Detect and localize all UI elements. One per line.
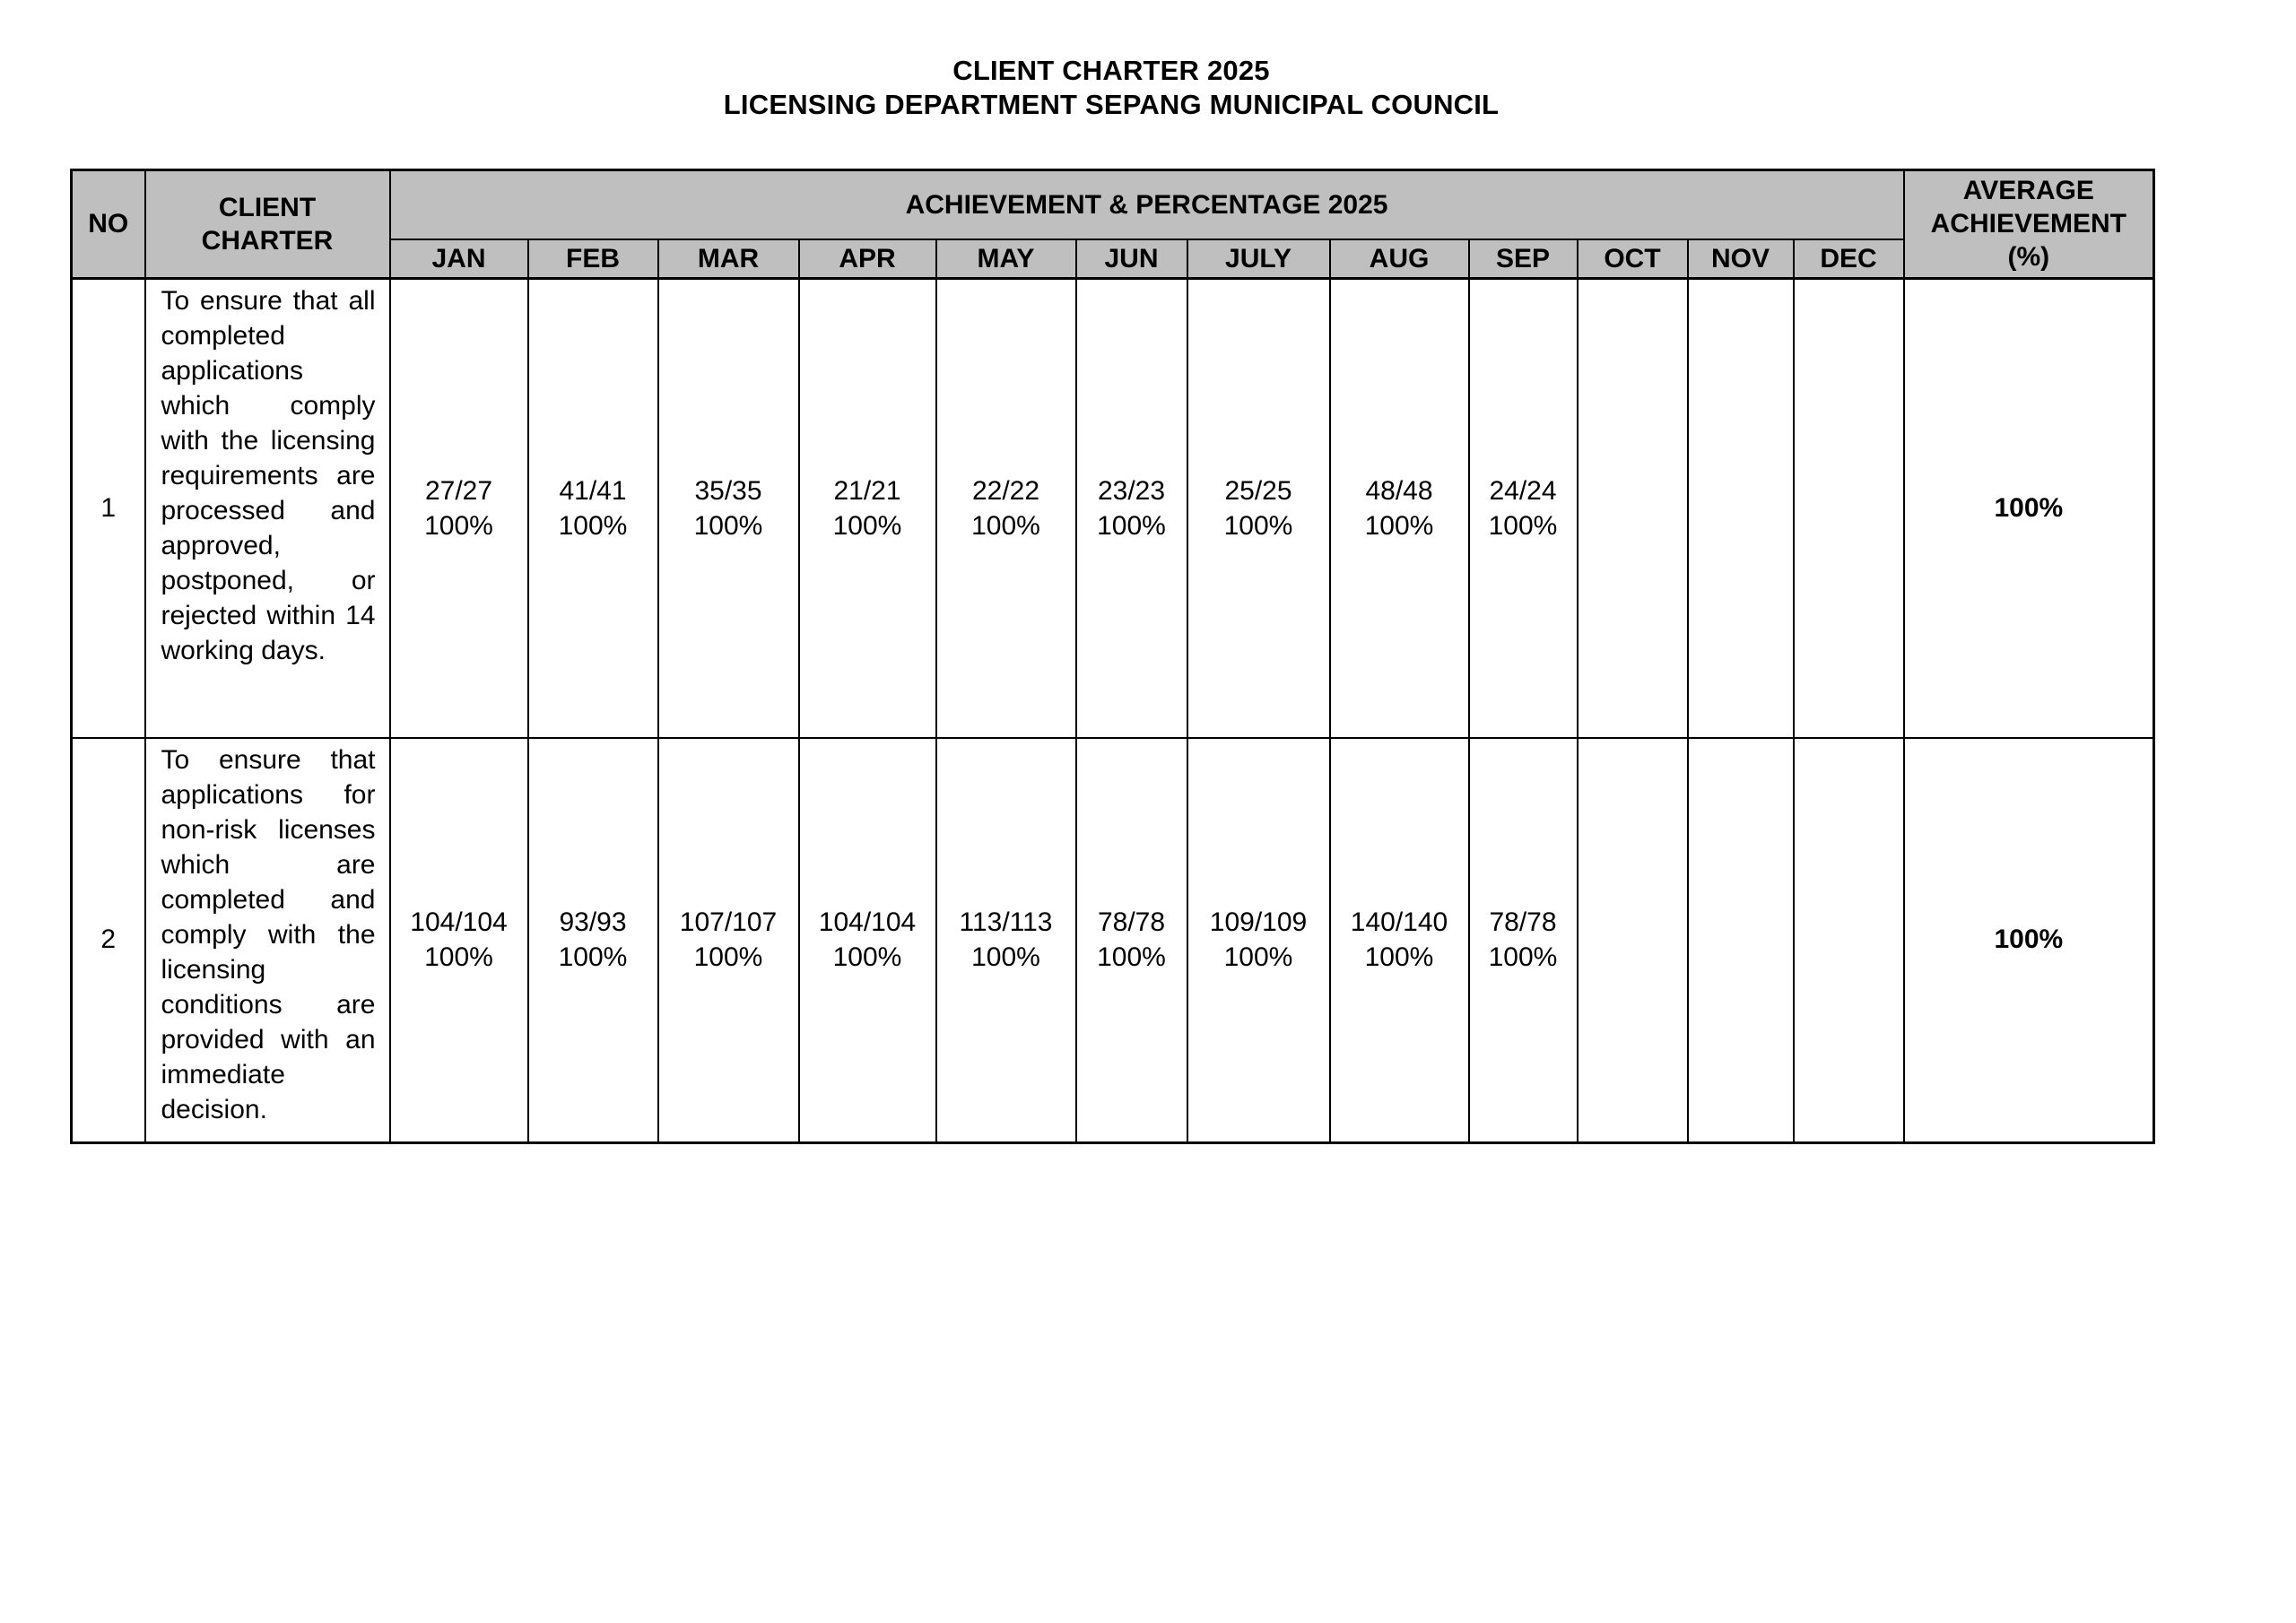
month-percent: 100% — [558, 510, 628, 541]
month-ratio: 107/107 — [679, 907, 778, 938]
month-ratio: 25/25 — [1224, 475, 1292, 506]
month-value-cell-july: 109/109 100% — [1186, 737, 1331, 1143]
month-value-cell-jun: 23/23 100% — [1074, 277, 1188, 739]
col-header-no: NO — [70, 169, 146, 280]
month-value-cell-aug: 48/48 100% — [1328, 277, 1470, 739]
month-value-cell-mar: 35/35 100% — [657, 277, 800, 739]
col-header-month-july: JULY — [1186, 238, 1331, 280]
col-header-month-sep: SEP — [1467, 238, 1578, 280]
month-ratio: 113/113 — [959, 907, 1053, 938]
col-header-month-apr: APR — [797, 238, 937, 280]
month-ratio: 27/27 — [424, 475, 493, 506]
month-value-cell-nov — [1686, 737, 1795, 1143]
month-ratio: 104/104 — [818, 907, 917, 938]
month-value-cell-jan: 104/104 100% — [388, 737, 529, 1143]
month-ratio: 41/41 — [559, 475, 627, 506]
month-percent: 100% — [1223, 942, 1293, 973]
col-header-month-mar: MAR — [657, 238, 800, 280]
table-row-1: 1 To ensure that all completed applicati… — [70, 277, 2155, 739]
month-percent: 100% — [1223, 510, 1293, 541]
month-value-cell-may: 22/22 100% — [935, 277, 1077, 739]
month-ratio: 35/35 — [694, 475, 762, 506]
month-ratio: 109/109 — [1209, 907, 1308, 938]
col-header-month-feb: FEB — [526, 238, 659, 280]
col-header-month-nov: NOV — [1686, 238, 1795, 280]
month-percent: 100% — [424, 942, 493, 973]
header-row-months: JAN FEB MAR APR MAY JUN JULY AUG SEP OCT… — [72, 238, 2154, 280]
document-title: CLIENT CHARTER 2025 LICENSING DEPARTMENT… — [70, 54, 2152, 122]
month-value-cell-oct — [1576, 737, 1689, 1143]
month-percent: 100% — [832, 942, 902, 973]
month-value-cell-feb: 41/41 100% — [526, 277, 659, 739]
month-ratio: 23/23 — [1097, 475, 1166, 506]
month-percent: 100% — [1097, 510, 1166, 541]
month-ratio: 78/78 — [1097, 907, 1166, 938]
month-ratio: 104/104 — [410, 907, 508, 938]
month-percent: 100% — [424, 510, 493, 541]
month-percent: 100% — [832, 510, 902, 541]
achievement-table: NO CLIENT CHARTER ACHIEVEMENT & PERCENTA… — [70, 169, 2156, 1144]
month-value-cell-mar: 107/107 100% — [657, 737, 800, 1143]
month-percent: 100% — [1097, 942, 1166, 973]
month-percent: 100% — [1488, 510, 1558, 541]
row-number: 1 — [70, 277, 146, 739]
document-title-line2: LICENSING DEPARTMENT SEPANG MUNICIPAL CO… — [723, 89, 1500, 120]
month-value-cell-sep: 78/78 100% — [1467, 737, 1578, 1143]
month-percent: 100% — [693, 942, 763, 973]
col-header-month-oct: OCT — [1576, 238, 1689, 280]
month-value-cell-apr: 21/21 100% — [797, 277, 937, 739]
col-header-month-jun: JUN — [1074, 238, 1188, 280]
table-row-2: 2 To ensure that applications for non-ri… — [70, 737, 2155, 1143]
month-value-cell-oct — [1576, 277, 1689, 739]
col-header-month-may: MAY — [935, 238, 1077, 280]
month-percent: 100% — [1364, 942, 1434, 973]
header-row-top: NO CLIENT CHARTER ACHIEVEMENT & PERCENTA… — [70, 169, 2155, 280]
month-value-cell-jun: 78/78 100% — [1074, 737, 1188, 1143]
document-title-line1: CLIENT CHARTER 2025 — [952, 55, 1270, 86]
month-ratio: 24/24 — [1489, 475, 1557, 506]
month-ratio: 21/21 — [833, 475, 901, 506]
month-value-cell-nov — [1686, 277, 1795, 739]
month-percent: 100% — [693, 510, 763, 541]
month-value-cell-dec — [1792, 277, 1905, 739]
month-ratio: 78/78 — [1489, 907, 1557, 938]
average-achievement-value: 100% — [1902, 277, 2155, 739]
month-percent: 100% — [1488, 942, 1558, 973]
month-percent: 100% — [558, 942, 628, 973]
month-value-cell-jan: 27/27 100% — [388, 277, 529, 739]
col-header-month-jan: JAN — [388, 238, 529, 280]
month-percent: 100% — [971, 942, 1040, 973]
month-value-cell-sep: 24/24 100% — [1467, 277, 1578, 739]
col-header-average-achievement: AVERAGE ACHIEVEMENT (%) — [1902, 169, 2155, 280]
month-ratio: 48/48 — [1365, 475, 1433, 506]
month-percent: 100% — [1364, 510, 1434, 541]
month-value-cell-aug: 140/140 100% — [1328, 737, 1470, 1143]
month-ratio: 140/140 — [1350, 907, 1448, 938]
col-header-client-charter: CLIENT CHARTER — [144, 169, 391, 280]
month-value-cell-feb: 93/93 100% — [526, 737, 659, 1143]
col-header-achievement-percentage: ACHIEVEMENT & PERCENTAGE 2025 — [388, 169, 1905, 240]
month-ratio: 22/22 — [971, 475, 1040, 506]
charter-text: To ensure that all completed application… — [144, 277, 391, 739]
month-value-cell-dec — [1792, 737, 1905, 1143]
month-ratio: 93/93 — [559, 907, 627, 938]
month-percent: 100% — [971, 510, 1040, 541]
month-value-cell-apr: 104/104 100% — [797, 737, 937, 1143]
month-value-cell-may: 113/113 100% — [935, 737, 1077, 1143]
charter-text: To ensure that applications for non-risk… — [144, 737, 391, 1143]
col-header-month-aug: AUG — [1328, 238, 1470, 280]
month-value-cell-july: 25/25 100% — [1186, 277, 1331, 739]
average-achievement-value: 100% — [1902, 737, 2155, 1143]
row-number: 2 — [70, 737, 146, 1143]
col-header-month-dec: DEC — [1792, 238, 1905, 280]
